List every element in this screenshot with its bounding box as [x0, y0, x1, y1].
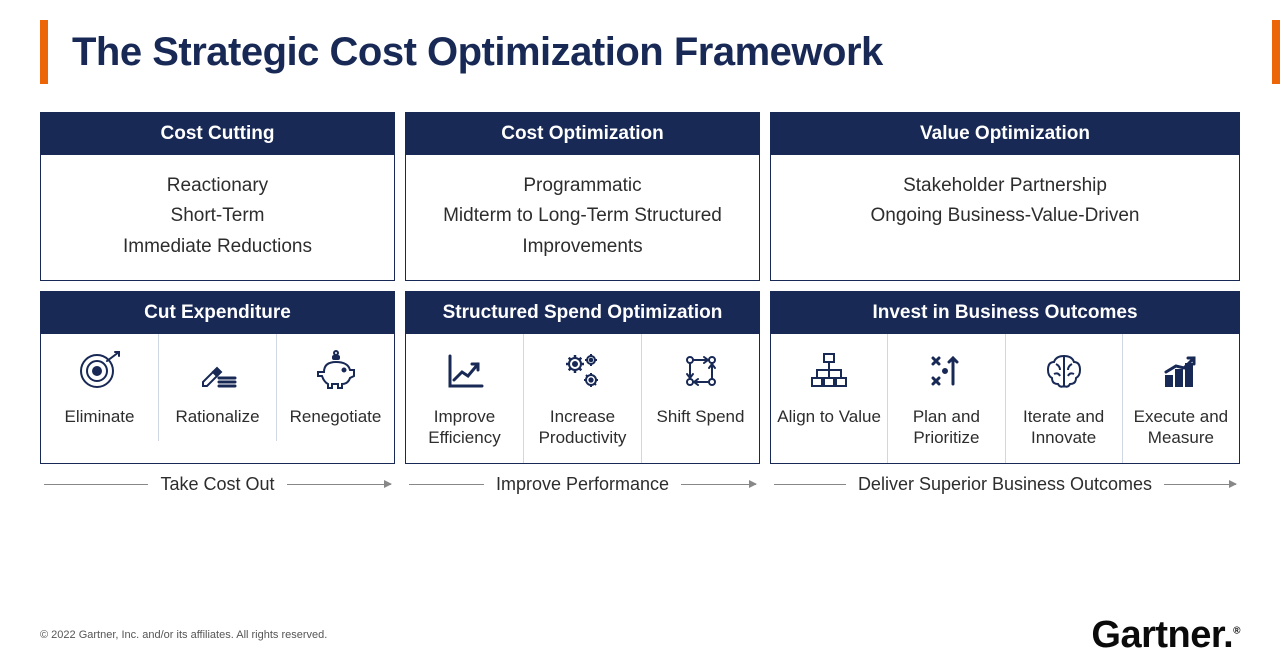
icon-cell-increase-productivity: Increase Productivity [524, 334, 642, 463]
panel-line: Midterm to Long-Term Structured Improvem… [416, 201, 749, 262]
accent-bar-left [40, 20, 48, 84]
panel-invest-outcomes: Invest in Business Outcomes Align to Val… [770, 291, 1240, 464]
panel-body: Reactionary Short-Term Immediate Reducti… [41, 155, 394, 280]
icon-cell-shift-spend: Shift Spend [642, 334, 759, 463]
icon-label: Eliminate [65, 406, 135, 427]
icon-cell-plan-prioritize: Plan and Prioritize [888, 334, 1005, 463]
panel-cut-expenditure: Cut Expenditure Eliminate Rationalize Re… [40, 291, 395, 464]
icon-label: Increase Productivity [530, 406, 635, 449]
arrow-line [681, 484, 756, 485]
bar-trend-icon [1160, 348, 1202, 394]
panel-cost-cutting: Cost Cutting Reactionary Short-Term Imme… [40, 112, 395, 281]
icon-row: Improve Efficiency Increase Productivity… [406, 334, 759, 463]
arrow-label: Improve Performance [484, 474, 681, 495]
brand-mark: ® [1233, 625, 1240, 636]
copyright-footer: © 2022 Gartner, Inc. and/or its affiliat… [40, 629, 327, 641]
icon-cell-eliminate: Eliminate [41, 334, 159, 441]
panel-cost-optimization: Cost Optimization Programmatic Midterm t… [405, 112, 760, 281]
arrow-lane-2: Improve Performance [405, 474, 760, 495]
icon-cell-improve-efficiency: Improve Efficiency [406, 334, 524, 463]
arrow-label: Take Cost Out [148, 474, 286, 495]
icon-label: Renegotiate [290, 406, 382, 427]
icon-cell-execute-measure: Execute and Measure [1123, 334, 1239, 463]
icon-label: Shift Spend [657, 406, 745, 427]
shift-arrows-icon [680, 348, 722, 394]
panel-body: Programmatic Midterm to Long-Term Struct… [406, 155, 759, 280]
icon-label: Improve Efficiency [412, 406, 517, 449]
org-chart-icon [808, 348, 850, 394]
piggy-bank-icon [314, 348, 358, 394]
panel-header: Invest in Business Outcomes [771, 292, 1239, 334]
arrow-line [44, 484, 148, 485]
panel-header: Cost Cutting [41, 113, 394, 155]
icon-cell-iterate-innovate: Iterate and Innovate [1006, 334, 1123, 463]
arrow-line [774, 484, 846, 485]
panel-line: Reactionary [51, 171, 384, 201]
icon-label: Execute and Measure [1129, 406, 1233, 449]
brand-dot: . [1223, 614, 1233, 656]
brain-icon [1042, 348, 1086, 394]
arrow-lane-3: Deliver Superior Business Outcomes [770, 474, 1240, 495]
icon-label: Rationalize [175, 406, 259, 427]
arrow-label: Deliver Superior Business Outcomes [846, 474, 1164, 495]
panel-line: Immediate Reductions [51, 232, 384, 262]
pencil-lines-icon [197, 348, 239, 394]
icon-label: Align to Value [777, 406, 881, 427]
framework-grid: Cost Cutting Reactionary Short-Term Imme… [40, 112, 1240, 464]
panel-header: Structured Spend Optimization [406, 292, 759, 334]
panel-line: Stakeholder Partnership [781, 171, 1229, 201]
accent-bar-right [1272, 20, 1280, 84]
panel-header: Value Optimization [771, 113, 1239, 155]
arrow-line [409, 484, 484, 485]
gears-icon [561, 348, 605, 394]
target-icon [79, 348, 121, 394]
panel-header: Cut Expenditure [41, 292, 394, 334]
icon-cell-rationalize: Rationalize [159, 334, 277, 441]
icon-row: Eliminate Rationalize Renegotiate [41, 334, 394, 441]
icon-label: Iterate and Innovate [1012, 406, 1116, 449]
icon-label: Plan and Prioritize [894, 406, 998, 449]
panel-header: Cost Optimization [406, 113, 759, 155]
icon-cell-renegotiate: Renegotiate [277, 334, 394, 441]
icon-cell-align-value: Align to Value [771, 334, 888, 463]
plan-arrows-icon [925, 348, 967, 394]
panel-line: Programmatic [416, 171, 749, 201]
page-title: The Strategic Cost Optimization Framewor… [72, 30, 883, 75]
brand-logo: Gartner.® [1091, 614, 1240, 657]
arrow-line [287, 484, 391, 485]
brand-text: Gartner [1091, 614, 1223, 656]
arrow-lane-1: Take Cost Out [40, 474, 395, 495]
arrow-row: Take Cost Out Improve Performance Delive… [40, 474, 1240, 495]
title-bar: The Strategic Cost Optimization Framewor… [40, 20, 1240, 84]
growth-chart-icon [444, 348, 486, 394]
panel-line: Ongoing Business-Value-Driven [781, 201, 1229, 231]
panel-value-optimization: Value Optimization Stakeholder Partnersh… [770, 112, 1240, 281]
icon-row: Align to Value Plan and Prioritize Itera… [771, 334, 1239, 463]
arrow-line [1164, 484, 1236, 485]
panel-structured-spend: Structured Spend Optimization Improve Ef… [405, 291, 760, 464]
panel-body: Stakeholder Partnership Ongoing Business… [771, 155, 1239, 250]
panel-line: Short-Term [51, 201, 384, 231]
